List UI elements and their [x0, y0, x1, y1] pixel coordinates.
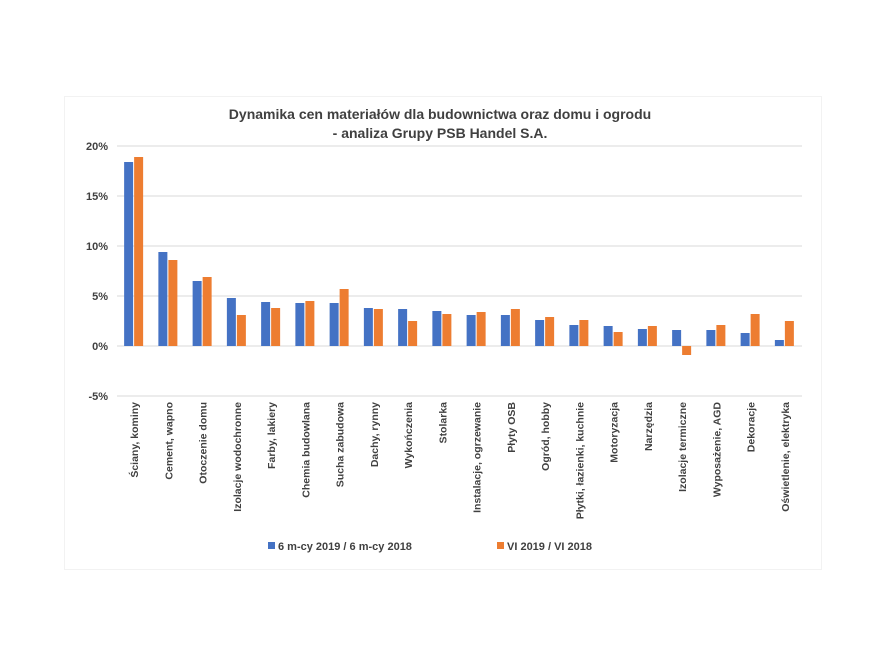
bar-6m [740, 333, 750, 346]
bar-vi [236, 315, 246, 346]
x-tick-label: Ściany, kominy [128, 402, 141, 478]
bar-vi [168, 260, 178, 346]
bar-vi [339, 289, 349, 346]
bar-vi [545, 317, 555, 346]
x-tick-label: Izolacje termiczne [677, 402, 689, 492]
y-tick-label: 15% [86, 191, 108, 203]
y-tick-label: 10% [86, 241, 108, 253]
bar-vi [202, 277, 212, 346]
x-tick-label: Motoryzacja [609, 402, 621, 463]
bar-6m [192, 281, 202, 346]
x-tick-label: Płyty OSB [506, 402, 518, 453]
bar-vi [784, 321, 794, 346]
bar-6m [603, 326, 613, 346]
bar-6m [158, 252, 168, 346]
bar-6m [363, 308, 373, 346]
bar-vi [271, 308, 281, 346]
bar-vi [579, 320, 589, 346]
bar-6m [535, 320, 545, 346]
x-tick-label: Wykończenia [403, 402, 415, 468]
bar-vi [647, 326, 657, 346]
bar-vi [682, 346, 692, 355]
x-tick-label: Farby, lakiery [266, 402, 278, 469]
bar-vi [442, 314, 452, 346]
x-tick-label: Chemia budowlana [300, 402, 312, 498]
bar-vi [408, 321, 418, 346]
chart-frame [64, 96, 822, 570]
bar-6m [466, 315, 476, 346]
x-tick-label: Instalacje, ogrzewanie [472, 402, 484, 513]
bar-vi [305, 301, 315, 346]
legend-label: 6 m-cy 2019 / 6 m-cy 2018 [278, 541, 412, 553]
bar-6m [672, 330, 682, 346]
x-tick-label: Stolarka [437, 402, 449, 444]
bar-6m [706, 330, 716, 346]
bar-6m [500, 315, 510, 346]
bar-6m [295, 303, 305, 346]
bar-vi [373, 309, 383, 346]
bar-6m [124, 162, 134, 346]
legend-swatch [497, 542, 504, 549]
legend-swatch [268, 542, 275, 549]
x-tick-label: Ogród, hobby [540, 402, 552, 471]
bar-6m [432, 311, 442, 346]
bar-6m [774, 340, 784, 346]
bar-6m [637, 329, 647, 346]
x-tick-label: Oświetlenie, elektryka [780, 402, 792, 512]
x-tick-label: Wyposażenie, AGD [711, 402, 723, 498]
x-tick-label: Dachy, rynny [369, 402, 381, 467]
bar-vi [716, 325, 726, 346]
y-tick-label: 0% [92, 341, 108, 353]
x-tick-label: Dekoracje [746, 402, 758, 452]
x-tick-label: Izolacje wodochronne [232, 402, 244, 512]
chart-title-line: Dynamika cen materiałów dla budownictwa … [229, 106, 651, 122]
y-tick-label: 5% [92, 291, 108, 303]
y-tick-label: -5% [88, 391, 108, 403]
bar-6m [329, 303, 339, 346]
chart-title-line: - analiza Grupy PSB Handel S.A. [333, 125, 548, 141]
bar-vi [613, 332, 623, 346]
x-tick-label: Sucha zabudowa [335, 402, 347, 487]
x-tick-label: Płytki, łazienki, kuchnie [574, 402, 586, 519]
legend-label: VI 2019 / VI 2018 [507, 541, 592, 553]
bar-vi [750, 314, 760, 346]
bar-6m [569, 325, 579, 346]
x-tick-label: Otoczenie domu [198, 402, 210, 484]
bar-vi [476, 312, 486, 346]
bar-6m [261, 302, 271, 346]
bar-6m [398, 309, 408, 346]
bar-6m [226, 298, 236, 346]
y-tick-label: 20% [86, 141, 108, 153]
x-tick-label: Narzędzia [643, 402, 655, 451]
bar-vi [510, 309, 520, 346]
x-tick-label: Cement, wapno [163, 402, 175, 480]
bar-vi [134, 157, 144, 346]
